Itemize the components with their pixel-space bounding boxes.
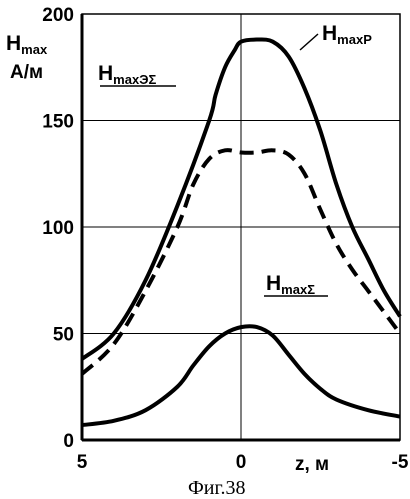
y-tick-label: 200 [42,5,74,26]
series-label-2: HmaxЭΣ [98,62,156,87]
x-axis-label: z, м [295,454,329,475]
series-label-1: HmaxP [322,22,372,47]
series-labels: HmaxP HmaxЭΣ HmaxΣ [98,22,372,297]
x-tick-label: -5 [392,452,409,473]
x-tick-label: 0 [236,452,247,473]
y-axis-label-sub: max [21,42,48,57]
y-axis-label-main: H [6,32,21,55]
x-tick-labels: 5 0 -5 [77,452,409,473]
y-axis-label: Hmax [6,32,48,57]
x-tick-label: 5 [77,452,88,473]
y-tick-label: 50 [53,325,74,346]
figure-caption: Фиг.38 [188,477,245,499]
series-label-leader [300,34,318,50]
y-tick-label: 150 [42,112,74,133]
y-tick-label: 100 [42,218,74,239]
y-axis-unit: А/м [10,62,43,83]
y-tick-labels: 0 50 100 150 200 [42,5,74,452]
series-label-3: HmaxΣ [266,272,315,297]
y-tick-label: 0 [63,431,74,452]
